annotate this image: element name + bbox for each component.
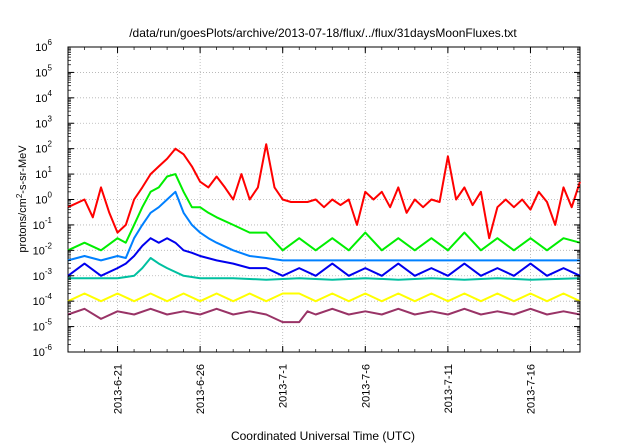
y-tick-exponent: 2 [48, 140, 53, 149]
x-axis-ticks: 2013-6-21 2013-6-26 2013-7-1 2013-7-6 2013-7… [67, 47, 581, 414]
y-tick-label: 10-4 [33, 292, 53, 308]
y-tick-label: 103 [35, 114, 52, 130]
y-tick-label: 10-1 [33, 216, 53, 232]
y-tick-base: 10 [33, 296, 45, 308]
y-tick-exponent: 6 [48, 38, 53, 47]
series-line-5 [67, 292, 581, 303]
y-tick-exponent: -4 [45, 292, 53, 301]
y-tick-label: 10-6 [33, 343, 53, 359]
grid [68, 47, 580, 352]
y-tick-label: 102 [35, 140, 52, 156]
x-axis-label: Coordinated Universal Time (UTC) [231, 429, 415, 443]
series-line-0 [67, 143, 581, 240]
y-axis-label: protons/cm2-s-sr-MeV [15, 145, 29, 253]
y-tick-label: 105 [35, 63, 52, 79]
x-tick-label: 2013-7-1 [278, 364, 290, 408]
y-tick-base: 10 [35, 93, 47, 105]
y-tick-base: 10 [33, 220, 45, 232]
series-line-3 [67, 237, 581, 277]
y-tick-label: 10-5 [33, 318, 53, 334]
y-tick-exponent: -2 [45, 241, 53, 250]
chart-title: /data/run/goesPlots/archive/2013-07-18/f… [129, 26, 517, 40]
y-tick-exponent: -6 [45, 343, 53, 352]
y-tick-base: 10 [35, 67, 47, 79]
x-tick-label: 2013-7-16 [525, 364, 537, 414]
x-tick-label: 2013-6-26 [195, 364, 207, 414]
y-tick-base: 10 [33, 245, 45, 257]
y-tick-exponent: -1 [45, 216, 53, 225]
y-tick-base: 10 [35, 169, 47, 181]
y-tick-label: 106 [35, 38, 52, 54]
series-line-4 [68, 257, 581, 281]
y-tick-base: 10 [35, 118, 47, 130]
y-tick-exponent: 0 [48, 191, 53, 200]
y-tick-label: 10-3 [33, 267, 53, 283]
y-axis-label-suffix: -s-sr-MeV [17, 145, 29, 194]
y-tick-label: 100 [35, 191, 52, 207]
y-tick-base: 10 [33, 322, 45, 334]
y-tick-exponent: -5 [45, 318, 53, 327]
series-line-1 [67, 173, 581, 252]
x-tick-label: 2013-7-11 [443, 364, 455, 413]
x-tick-label: 2013-7-6 [360, 364, 372, 408]
y-tick-base: 10 [35, 42, 47, 54]
y-tick-base: 10 [35, 195, 47, 207]
y-tick-exponent: 5 [48, 63, 53, 72]
y-tick-exponent: 4 [48, 89, 53, 98]
y-axis-label-prefix: protons/cm [17, 198, 29, 252]
y-tick-label: 104 [35, 89, 52, 105]
y-tick-base: 10 [33, 347, 45, 359]
y-tick-exponent: 3 [48, 114, 53, 123]
y-tick-label: 10-2 [33, 241, 53, 257]
series-line-6 [67, 307, 581, 324]
y-axis-ticks: 10-610-510-410-310-210-11001011021031041… [33, 38, 580, 359]
y-tick-base: 10 [33, 271, 45, 283]
y-tick-label: 101 [35, 165, 52, 181]
y-tick-base: 10 [35, 144, 47, 156]
y-tick-exponent: -3 [45, 267, 53, 276]
y-tick-exponent: 1 [48, 165, 53, 174]
x-tick-label: 2013-6-21 [113, 364, 125, 414]
series-line-2 [67, 190, 580, 262]
series-layer [67, 143, 581, 324]
y-axis-label-superscript: 2 [15, 193, 24, 198]
